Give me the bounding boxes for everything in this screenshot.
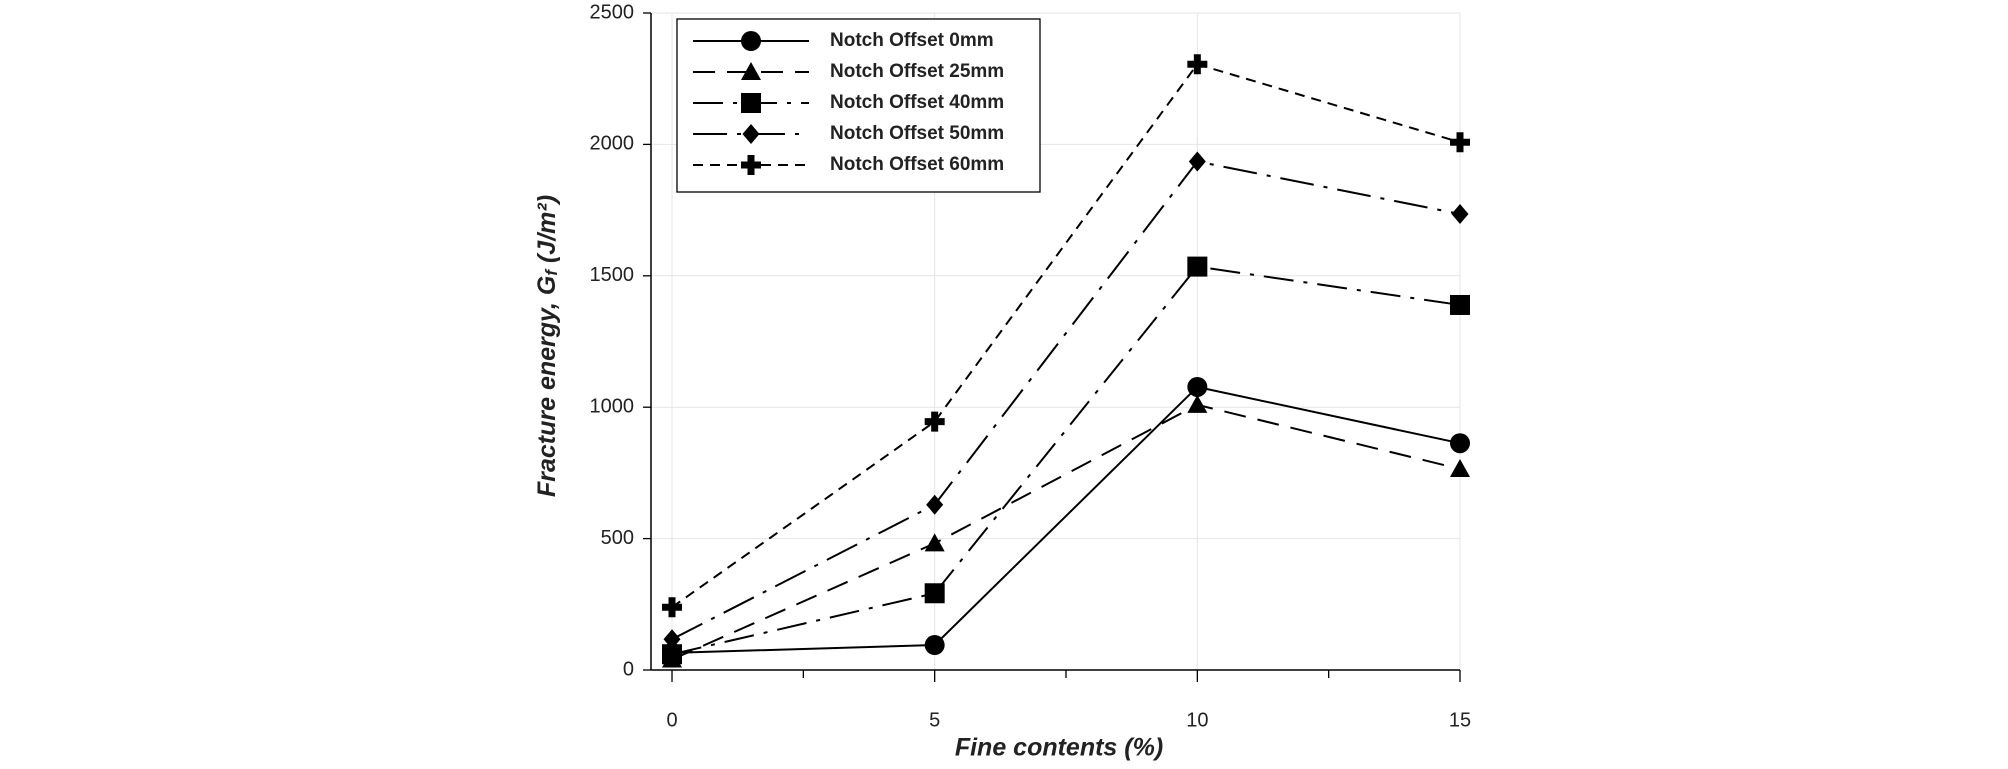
marker xyxy=(741,62,761,80)
marker xyxy=(663,629,681,650)
y-label-subscript: f xyxy=(542,268,561,276)
marker xyxy=(1450,294,1470,315)
marker xyxy=(924,533,945,552)
marker xyxy=(1450,458,1470,477)
marker xyxy=(1450,132,1470,153)
legend-label: Notch Offset 50mm xyxy=(830,123,1004,144)
x-tick-label: 15 xyxy=(1449,709,1471,731)
marker xyxy=(741,155,761,175)
x-tick-label: 10 xyxy=(1186,709,1208,731)
marker xyxy=(1187,394,1208,413)
marker xyxy=(926,494,944,515)
marker xyxy=(1451,204,1469,225)
x-axis-label: Fine contents (%) xyxy=(955,734,1163,762)
legend-label: Notch Offset 60mm xyxy=(830,154,1004,175)
series-line xyxy=(671,63,1461,609)
y-label-unit: (J/m²) xyxy=(533,195,561,270)
y-tick-label: 2000 xyxy=(590,133,635,155)
legend-box xyxy=(676,18,1041,193)
marker xyxy=(1187,54,1208,75)
legend-label: Notch Offset 0mm xyxy=(830,30,994,51)
x-tick-label: 5 xyxy=(929,709,940,731)
series-line xyxy=(671,265,1461,656)
series-line xyxy=(671,403,1461,661)
x-tick-label: 0 xyxy=(666,709,677,731)
marker xyxy=(741,31,761,51)
marker xyxy=(1188,151,1206,172)
y-tick-label: 0 xyxy=(623,658,634,680)
y-tick-label: 1000 xyxy=(590,395,635,417)
marker xyxy=(1187,256,1208,277)
y-label-text: Fracture energy, G xyxy=(533,276,561,497)
marker xyxy=(742,124,760,144)
y-tick-label: 500 xyxy=(601,527,634,549)
marker xyxy=(924,411,945,432)
legend-label: Notch Offset 40mm xyxy=(830,92,1004,113)
y-axis-label: Fracture energy, Gf (J/m²) xyxy=(533,195,562,497)
y-tick-label: 2500 xyxy=(590,1,635,23)
marker xyxy=(662,597,683,618)
marker xyxy=(662,644,683,665)
legend-label: Notch Offset 25mm xyxy=(830,61,1004,82)
marker xyxy=(924,635,945,656)
marker xyxy=(1187,376,1208,397)
series-line xyxy=(671,160,1461,641)
series-line xyxy=(671,385,1461,654)
marker xyxy=(1450,433,1470,454)
y-tick-label: 1500 xyxy=(590,264,635,286)
marker xyxy=(741,93,761,113)
legend: Notch Offset 0mm Notch Offset 25mm Notch O… xyxy=(676,18,1041,193)
marker xyxy=(924,583,945,604)
